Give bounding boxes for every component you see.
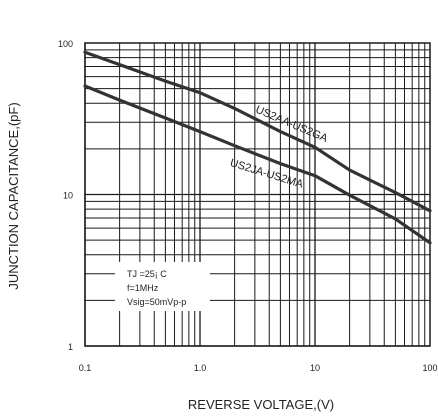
x-tick-label: 10 bbox=[310, 363, 320, 373]
series-line-2 bbox=[83, 84, 432, 245]
x-tick-label: 0.1 bbox=[79, 363, 92, 373]
series-label-2: US2JA-US2MA bbox=[228, 157, 305, 191]
series-layer bbox=[83, 50, 432, 245]
y-axis-title: JUNCTION CAPACITANCE,(pF) bbox=[6, 102, 21, 289]
x-tick-label: 1.0 bbox=[194, 363, 207, 373]
y-tick-label: 1 bbox=[68, 342, 73, 352]
series-line-1 bbox=[83, 50, 432, 213]
x-tick-label: 100 bbox=[422, 363, 437, 373]
condition-line-2: f=1MHz bbox=[127, 283, 159, 293]
x-axis-title: REVERSE VOLTAGE,(V) bbox=[188, 397, 334, 412]
grid-layer bbox=[84, 42, 431, 347]
condition-line-1: TJ =25¡ C bbox=[127, 269, 167, 279]
y-tick-label: 100 bbox=[58, 39, 73, 49]
tick-layer: 0.1 1.0 10 100 100 10 1 bbox=[58, 39, 438, 373]
condition-line-3: Vsig=50mVp-p bbox=[127, 297, 186, 307]
y-tick-label: 10 bbox=[63, 191, 73, 201]
conditions-layer: TJ =25¡ C f=1MHz Vsig=50mVp-p bbox=[127, 269, 186, 307]
conditions-box bbox=[115, 262, 210, 311]
plot-frame bbox=[84, 42, 431, 347]
